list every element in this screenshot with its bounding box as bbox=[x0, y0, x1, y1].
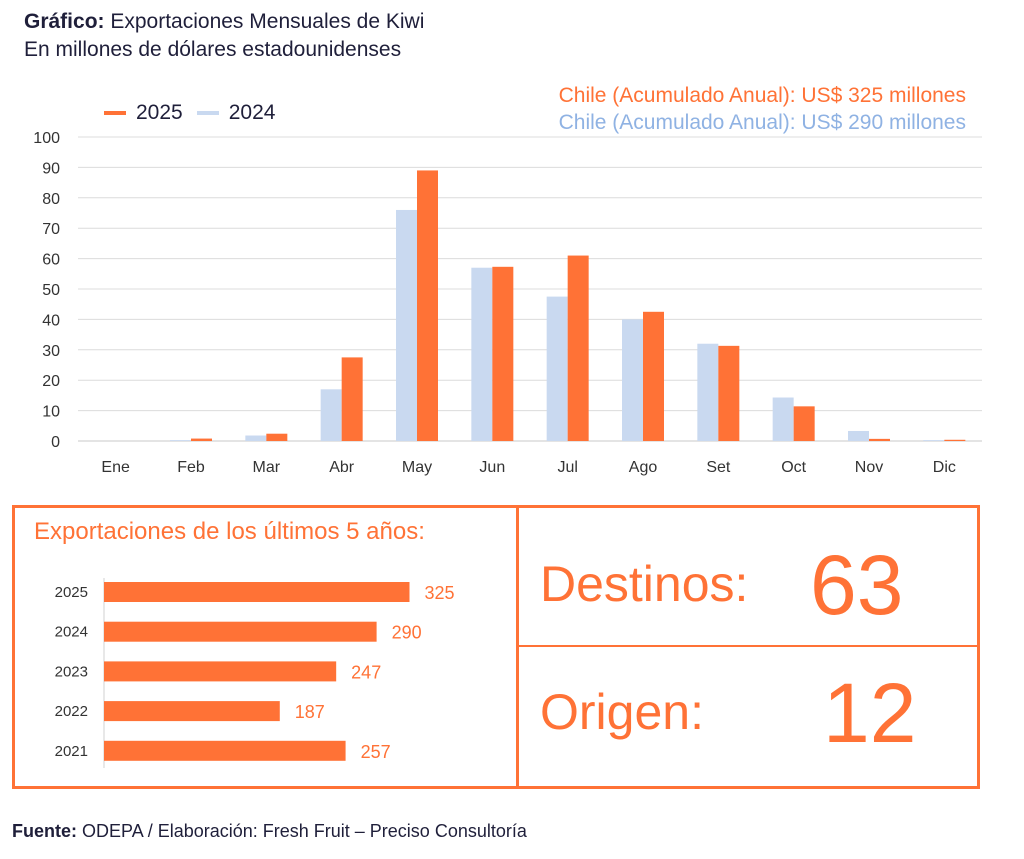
y-tick-label: 70 bbox=[42, 221, 60, 238]
x-tick-label: Dic bbox=[933, 459, 956, 476]
accumulated-2024: Chile (Acumulado Anual): US$ 290 millone… bbox=[558, 111, 966, 134]
bar-2024-mar bbox=[245, 435, 267, 441]
legend-label-2024: 2024 bbox=[228, 101, 276, 124]
y-tick-label: 30 bbox=[42, 343, 60, 360]
legend-swatch-2024 bbox=[196, 111, 219, 115]
source-footer: Fuente: ODEPA / Elaboración: Fresh Fruit… bbox=[12, 821, 527, 842]
bar-2024-abr bbox=[320, 389, 342, 441]
destinos-label: Destinos: bbox=[540, 556, 749, 612]
bar-2025-jul bbox=[567, 255, 589, 441]
bar-2024-jul bbox=[546, 296, 568, 441]
y-tick-label: 10 bbox=[42, 404, 60, 421]
five-year-title: Exportaciones de los últimos 5 años: bbox=[34, 518, 425, 545]
y-tick-label: 40 bbox=[42, 312, 60, 329]
y-tick-label: 90 bbox=[42, 160, 60, 177]
y-tick-label: 100 bbox=[33, 130, 60, 147]
bar-2025-jun bbox=[492, 266, 514, 441]
bar-2024-ago bbox=[622, 319, 643, 441]
panel-vertical-divider bbox=[516, 505, 519, 789]
x-tick-label: Mar bbox=[253, 459, 281, 476]
y-tick-label: 0 bbox=[51, 434, 60, 451]
bar-2024-feb bbox=[170, 440, 191, 441]
bar-2025-abr bbox=[341, 357, 363, 441]
bar-2025-may bbox=[417, 170, 438, 441]
legend-item-2024: 2024 bbox=[196, 101, 276, 125]
bar-2024-jun bbox=[471, 267, 493, 441]
chart-legend: 2025 2024 bbox=[104, 101, 289, 125]
footer-prefix: Fuente: bbox=[12, 821, 77, 841]
legend-swatch-2025 bbox=[104, 111, 126, 115]
destinos-value: 63 bbox=[810, 538, 904, 632]
x-tick-label: Set bbox=[706, 459, 731, 476]
x-tick-label: Ene bbox=[101, 459, 130, 476]
accumulated-2025: Chile (Acumulado Anual): US$ 325 millone… bbox=[558, 84, 966, 107]
legend-label-2025: 2025 bbox=[136, 101, 183, 124]
bar-2025-mar bbox=[266, 433, 288, 441]
x-tick-label: Jul bbox=[557, 459, 577, 476]
title-text: Exportaciones Mensuales de Kiwi bbox=[110, 10, 425, 33]
x-tick-label: Abr bbox=[329, 459, 355, 476]
legend-item-2025: 2025 bbox=[104, 101, 183, 125]
x-tick-label: Oct bbox=[781, 459, 806, 476]
chart-subtitle: En millones de dólares estadounidenses bbox=[24, 38, 402, 61]
footer-text: ODEPA / Elaboración: Fresh Fruit – Preci… bbox=[82, 821, 527, 841]
bar-2025-oct bbox=[793, 406, 815, 441]
x-tick-label: Feb bbox=[177, 459, 205, 476]
bar-2025-ago bbox=[643, 311, 664, 441]
y-tick-label: 50 bbox=[42, 282, 60, 299]
bar-2024-set bbox=[697, 343, 719, 441]
bar-2025-feb bbox=[191, 438, 212, 441]
x-tick-label: Nov bbox=[855, 459, 883, 476]
accumulated-annotation: Chile (Acumulado Anual): US$ 325 millone… bbox=[559, 82, 966, 136]
monthly-bar-chart: 0 10 20 30 40 50 60 70 80 90 100 Ene Feb Mar Abr May Jun… bbox=[33, 130, 982, 476]
bar-2025-dic bbox=[944, 439, 966, 441]
x-tick-label: Ago bbox=[629, 459, 658, 476]
x-tick-label: Jun bbox=[479, 459, 505, 476]
bar-2025-nov bbox=[869, 438, 890, 441]
bar-2025-set bbox=[718, 345, 740, 441]
bar-2024-dic bbox=[923, 440, 945, 441]
y-tick-label: 20 bbox=[42, 373, 60, 390]
y-tick-label: 80 bbox=[42, 191, 60, 208]
origen-value: 12 bbox=[823, 666, 917, 760]
x-tick-label: May bbox=[402, 459, 432, 476]
bar-2024-may bbox=[396, 209, 417, 441]
y-tick-label: 60 bbox=[42, 252, 60, 269]
origen-label: Origen: bbox=[540, 684, 704, 740]
title-prefix: Gráfico: bbox=[24, 10, 105, 33]
summary-panel bbox=[12, 505, 980, 789]
bar-2024-oct bbox=[772, 397, 794, 441]
chart-title: Gráfico: Exportaciones Mensuales de Kiwi… bbox=[24, 8, 424, 64]
panel-horizontal-divider bbox=[519, 645, 980, 647]
bar-2024-nov bbox=[848, 430, 869, 441]
